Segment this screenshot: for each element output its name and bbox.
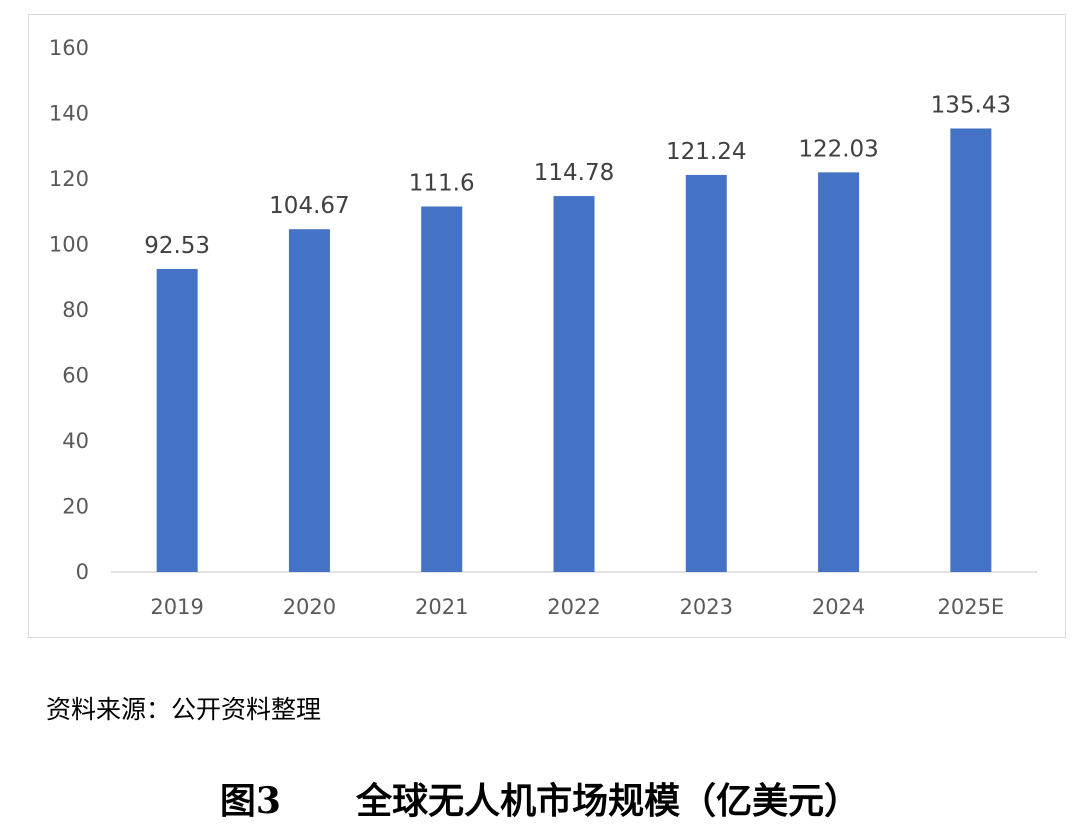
data-label-2025E: 135.43 xyxy=(931,92,1011,118)
bar-2024 xyxy=(818,172,860,572)
bars xyxy=(156,128,992,573)
x-tick-label: 2019 xyxy=(150,595,203,619)
bar-2019 xyxy=(156,268,198,572)
bar-chart: 0 20 40 60 80 100 120 140 160 92.53 104.67 111.6 11… xyxy=(49,36,1037,619)
data-label-2023: 121.24 xyxy=(666,139,746,165)
y-tick-label: 100 xyxy=(49,233,89,257)
data-label-2020: 104.67 xyxy=(269,193,349,219)
y-tick-label: 120 xyxy=(49,167,89,191)
x-tick-label: 2020 xyxy=(283,595,336,619)
y-tick-label: 60 xyxy=(62,364,89,388)
source-note: 资料来源：公开资料整理 xyxy=(46,695,322,724)
y-tick-label: 20 xyxy=(62,495,89,519)
figure-caption: 图3 全球无人机市场规模（亿美元） xyxy=(0,772,1080,824)
bar-2025E xyxy=(950,128,992,573)
chart-frame: 0 20 40 60 80 100 120 140 160 92.53 104.67 111.6 11… xyxy=(28,14,1066,638)
y-tick-label: 140 xyxy=(49,102,89,126)
bar-2020 xyxy=(288,229,330,572)
figure-title: 全球无人机市场规模（亿美元） xyxy=(356,780,861,822)
x-axis-ticks: 2019 2020 2021 2022 2023 2024 2025E xyxy=(150,595,1004,619)
x-tick-label: 2022 xyxy=(547,595,600,619)
data-labels: 92.53 104.67 111.6 114.78 121.24 122.03 135.43 xyxy=(144,92,1011,258)
y-tick-label: 80 xyxy=(62,298,89,322)
figure-number: 图3 xyxy=(219,780,281,822)
x-tick-label: 2025E xyxy=(937,595,1004,619)
data-label-2021: 111.6 xyxy=(409,171,475,197)
y-tick-label: 0 xyxy=(76,560,89,584)
data-label-2022: 114.78 xyxy=(534,160,614,186)
y-tick-label: 160 xyxy=(49,36,89,60)
bar-2023 xyxy=(685,174,727,572)
y-axis-ticks: 0 20 40 60 80 100 120 140 160 xyxy=(49,36,89,584)
x-tick-label: 2021 xyxy=(415,595,468,619)
data-label-2024: 122.03 xyxy=(798,136,878,162)
bar-2022 xyxy=(553,196,595,572)
y-tick-label: 40 xyxy=(62,429,89,453)
x-tick-label: 2023 xyxy=(680,595,733,619)
data-label-2019: 92.53 xyxy=(144,233,210,259)
bar-2021 xyxy=(421,206,463,572)
x-tick-label: 2024 xyxy=(812,595,865,619)
